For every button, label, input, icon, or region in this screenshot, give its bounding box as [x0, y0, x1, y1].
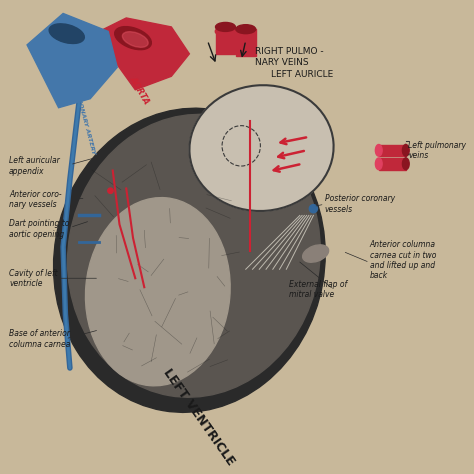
Text: Anterior coro-
nary vessels: Anterior coro- nary vessels — [9, 190, 62, 210]
Ellipse shape — [108, 188, 113, 193]
Text: Left auricular
appendix: Left auricular appendix — [9, 156, 60, 176]
Text: Posterior coronary
vessels: Posterior coronary vessels — [325, 194, 395, 214]
Text: LEFT VENTRICLE: LEFT VENTRICLE — [160, 366, 237, 468]
Text: Anterior columna
carnea cut in two
and lifted up and
back: Anterior columna carnea cut in two and l… — [370, 240, 436, 281]
Ellipse shape — [236, 25, 255, 34]
Ellipse shape — [122, 32, 148, 47]
Ellipse shape — [310, 205, 318, 213]
Ellipse shape — [115, 27, 151, 50]
Ellipse shape — [236, 29, 256, 38]
Ellipse shape — [375, 145, 382, 156]
Ellipse shape — [68, 114, 320, 397]
Text: Dart pointing to
aortic opening: Dart pointing to aortic opening — [9, 219, 69, 238]
Text: Left pulmonary
veins: Left pulmonary veins — [408, 141, 466, 160]
Text: Cavity of left
ventricle: Cavity of left ventricle — [9, 269, 58, 288]
Ellipse shape — [215, 27, 236, 36]
Text: LEFT AURICLE: LEFT AURICLE — [271, 70, 333, 79]
Bar — [379, 158, 406, 170]
Text: Base of anterior
columna carnea: Base of anterior columna carnea — [9, 329, 71, 348]
Text: AORTA: AORTA — [128, 74, 152, 106]
Ellipse shape — [216, 22, 236, 31]
Ellipse shape — [54, 108, 325, 412]
Bar — [236, 29, 255, 56]
Ellipse shape — [85, 198, 230, 386]
Bar — [379, 145, 406, 156]
Text: External flap of
mitral valve: External flap of mitral valve — [289, 280, 346, 299]
Ellipse shape — [190, 85, 334, 211]
Ellipse shape — [402, 145, 409, 156]
Text: RIGHT PULMO -
NARY VEINS: RIGHT PULMO - NARY VEINS — [255, 47, 323, 66]
Ellipse shape — [302, 245, 328, 262]
Text: PULMONARY ARTERY: PULMONARY ARTERY — [72, 83, 95, 155]
Polygon shape — [27, 13, 117, 108]
Bar — [216, 27, 236, 54]
Ellipse shape — [49, 24, 84, 44]
Ellipse shape — [375, 158, 382, 170]
Polygon shape — [90, 18, 190, 90]
Ellipse shape — [402, 158, 409, 170]
